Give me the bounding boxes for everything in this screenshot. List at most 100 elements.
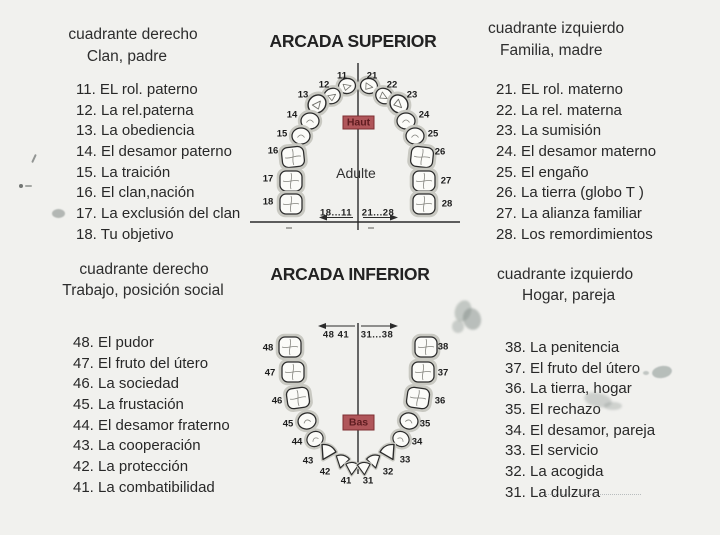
list-item: 37. El fruto del útero xyxy=(505,359,641,377)
left-range-label: 18...11 xyxy=(320,208,352,219)
left-range-label: 48 41 xyxy=(323,330,349,341)
tooth-number: 28 xyxy=(442,199,453,210)
tooth-number: 25 xyxy=(428,129,439,140)
tooth-22: 22 xyxy=(369,80,399,111)
left-arrowhead xyxy=(319,214,327,221)
lower-left-quadrant-list: 48. El pudor 47. El fruto del útero 46. … xyxy=(73,333,230,499)
tooth-36: 36 xyxy=(402,383,446,413)
list-item: 15. La traición xyxy=(76,163,171,181)
list-item: 16. El clan,nación xyxy=(76,184,195,202)
tooth-number: 36 xyxy=(435,396,446,407)
orientation-box-label: Bas xyxy=(349,417,368,429)
tooth-32: 32 xyxy=(364,451,393,478)
tooth-number: 21 xyxy=(367,71,378,82)
list-item: 38. La penitencia xyxy=(505,339,620,356)
tooth-number: 48 xyxy=(263,343,274,354)
tooth-26: 26 xyxy=(406,142,445,172)
tooth-15: 15 xyxy=(277,124,314,148)
tooth-45: 45 xyxy=(283,407,322,435)
list-item: 43. La cooperación xyxy=(73,437,201,455)
list-item: 31. La dulzura xyxy=(505,483,601,501)
list-item: 46. La sociedad xyxy=(73,375,179,393)
tooth-43: 43 xyxy=(303,442,337,467)
left-arrowhead xyxy=(318,323,326,329)
list-item: 13. La obediencia xyxy=(76,122,195,140)
tooth-37: 37 xyxy=(408,358,449,386)
upper-right-quadrant-subtitle: Familia, madre xyxy=(500,42,603,59)
tooth-21: 21 xyxy=(355,71,383,99)
list-item: 42. La protección xyxy=(73,458,189,476)
tooth-number: 22 xyxy=(387,80,398,91)
age-label: Adulte xyxy=(336,165,376,181)
list-item: 26. La tierra (globo T ) xyxy=(496,184,644,202)
upper-arch-title: ARCADA SUPERIOR xyxy=(269,31,437,51)
tooth-number: 33 xyxy=(400,455,411,466)
tooth-47: 47 xyxy=(265,358,308,386)
tooth-46: 46 xyxy=(272,383,314,413)
tooth-25: 25 xyxy=(402,124,439,148)
list-item: 28. Los remordimientos xyxy=(496,225,653,243)
scan-mark xyxy=(25,185,32,187)
tooth-number: 15 xyxy=(277,129,288,140)
tooth-44: 44 xyxy=(292,425,330,453)
list-item: 27. La alianza familiar xyxy=(496,205,642,223)
orientation-box-label: Haut xyxy=(347,117,371,129)
tooth-number: 12 xyxy=(319,80,330,91)
list-item: 21. EL rol. materno xyxy=(496,81,624,98)
lower-right-quadrant-subtitle: Hogar, pareja xyxy=(522,287,616,304)
scan-mark xyxy=(52,209,65,218)
orientation-box xyxy=(342,414,375,431)
tooth-38: 38 xyxy=(411,333,448,361)
tooth-number: 45 xyxy=(283,419,294,430)
tooth-number: 37 xyxy=(438,368,449,379)
tooth-34: 34 xyxy=(386,425,423,453)
right-arrowhead xyxy=(390,323,398,329)
list-item: 11. EL rol. paterno xyxy=(76,81,198,98)
upper-arch-diagram: 11 12 13 14 15 16 17 18 21 22 23 24 25 2… xyxy=(250,63,460,230)
tooth-number: 11 xyxy=(337,71,348,82)
tooth-28: 28 xyxy=(409,190,453,218)
tooth-number: 42 xyxy=(320,467,331,478)
tooth-48: 48 xyxy=(263,333,305,361)
tooth-number: 47 xyxy=(265,368,276,379)
list-item: 35. El rechazo xyxy=(505,401,601,419)
tooth-31: 31 xyxy=(355,460,374,487)
upper-left-quadrant-list: 11. EL rol. paterno 12. La rel.paterna 1… xyxy=(76,80,240,246)
tooth-number: 31 xyxy=(363,476,374,487)
tooth-17: 17 xyxy=(263,167,306,195)
lower-left-quadrant-subtitle: Trabajo, posición social xyxy=(62,282,224,299)
tooth-14: 14 xyxy=(287,110,323,133)
tooth-number: 18 xyxy=(263,197,274,208)
tooth-12: 12 xyxy=(317,80,347,111)
right-range-label: 31...38 xyxy=(361,330,394,341)
tooth-number: 27 xyxy=(441,176,452,187)
tooth-27: 27 xyxy=(409,167,452,195)
list-item: 47. El fruto del útero xyxy=(73,354,209,372)
lower-arch-diagram: 48 41 31...38 48 47 46 45 44 43 42 41 38… xyxy=(263,323,449,487)
lower-right-quadrant-title: cuadrante izquierdo xyxy=(497,266,634,283)
tooth-35: 35 xyxy=(394,407,431,435)
tooth-16: 16 xyxy=(268,142,309,172)
tooth-number: 35 xyxy=(420,419,431,430)
list-item: 32. La acogida xyxy=(505,463,604,481)
list-item: 45. La frustación xyxy=(73,396,184,414)
tooth-23: 23 xyxy=(382,87,417,121)
upper-left-quadrant-subtitle: Clan, padre xyxy=(86,48,168,65)
tooth-number: 16 xyxy=(268,146,279,157)
list-item: 48. El pudor xyxy=(73,334,154,351)
tooth-number: 13 xyxy=(298,90,309,101)
right-arrowhead xyxy=(390,214,398,221)
tooth-number: 41 xyxy=(341,476,352,487)
tooth-number: 43 xyxy=(303,456,314,467)
list-item: 44. El desamor fraterno xyxy=(73,416,230,434)
list-item: 17. La exclusión del clan xyxy=(76,205,241,223)
tooth-number: 46 xyxy=(272,396,283,407)
tooth-number: 17 xyxy=(263,174,274,185)
tooth-number: 44 xyxy=(292,437,303,448)
tooth-11: 11 xyxy=(333,71,361,99)
tooth-18: 18 xyxy=(263,190,306,218)
list-item: 14. El desamor paterno xyxy=(76,143,232,161)
tooth-41: 41 xyxy=(341,460,361,487)
list-item: 41. La combatibilidad xyxy=(73,478,215,496)
